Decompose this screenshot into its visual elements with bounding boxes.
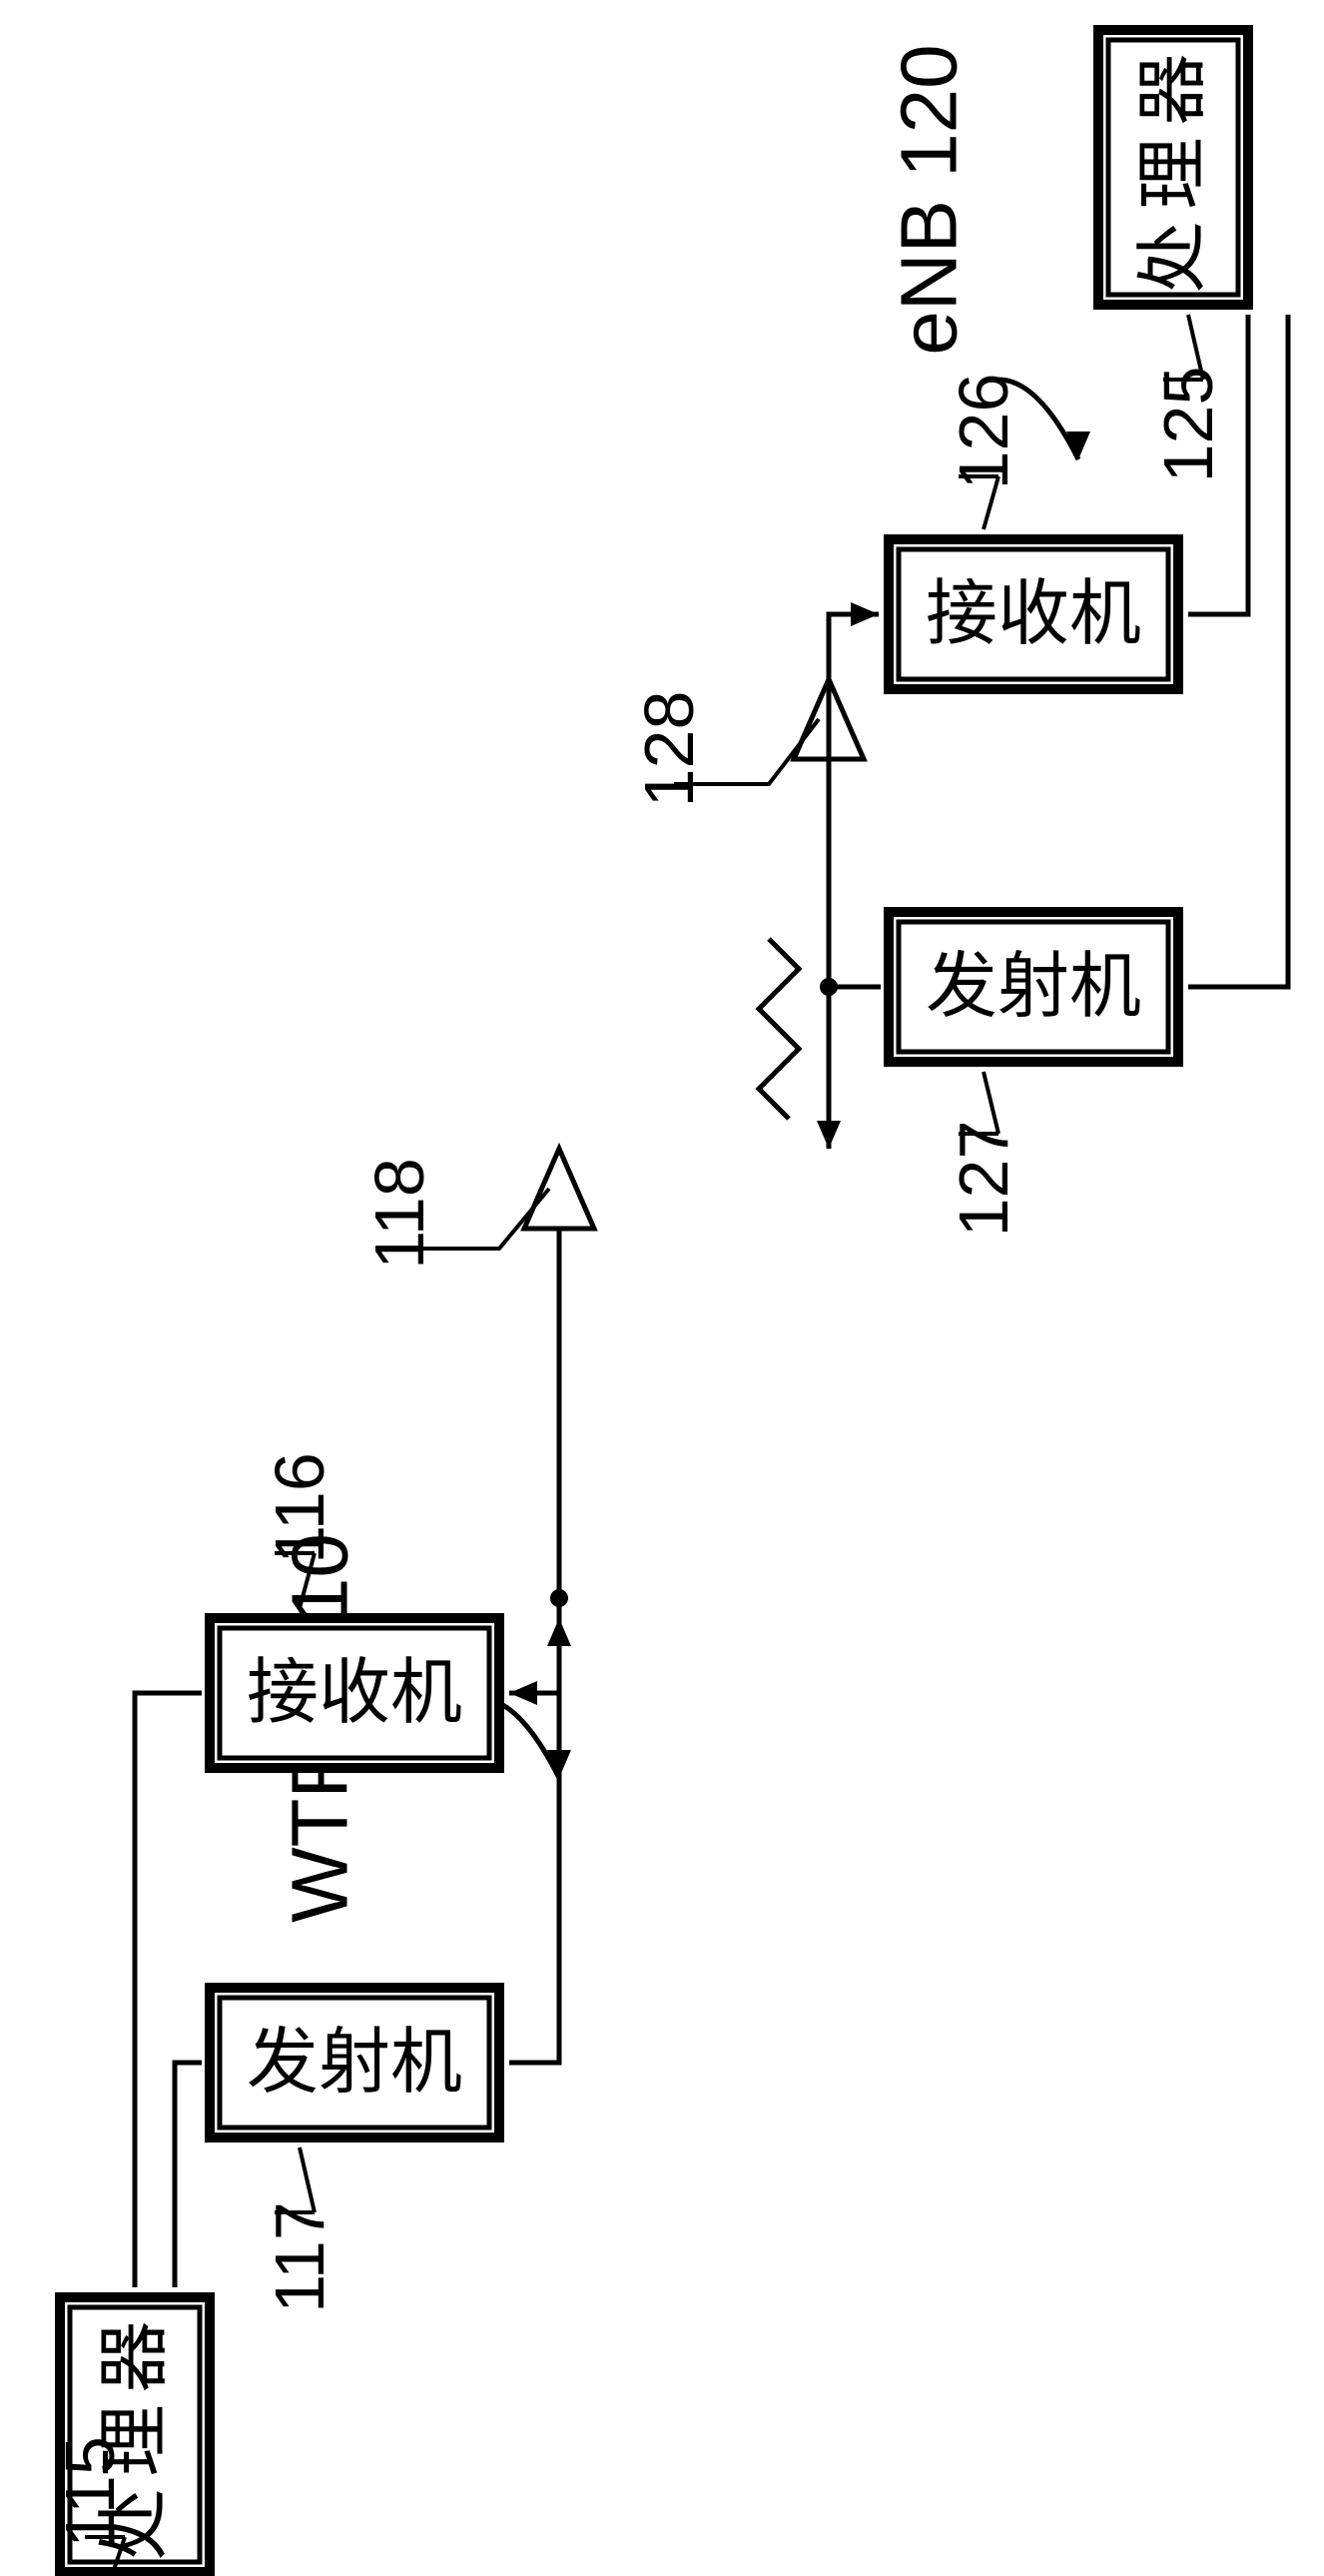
svg-text:发射机: 发射机 — [926, 947, 1141, 1027]
svg-text:eNB 120: eNB 120 — [885, 44, 974, 355]
svg-text:接收机: 接收机 — [926, 574, 1141, 654]
svg-text:处理器: 处理器 — [1133, 41, 1213, 293]
svg-text:128: 128 — [630, 691, 708, 808]
svg-text:125: 125 — [1149, 367, 1227, 483]
svg-text:117: 117 — [261, 2201, 338, 2313]
svg-text:118: 118 — [360, 1158, 438, 1270]
svg-text:115: 115 — [51, 2436, 129, 2548]
svg-text:127: 127 — [945, 1121, 1022, 1238]
svg-text:接收机: 接收机 — [247, 1653, 462, 1733]
svg-text:发射机: 发射机 — [247, 2023, 462, 2103]
svg-text:126: 126 — [945, 374, 1022, 490]
svg-text:116: 116 — [261, 1452, 338, 1564]
